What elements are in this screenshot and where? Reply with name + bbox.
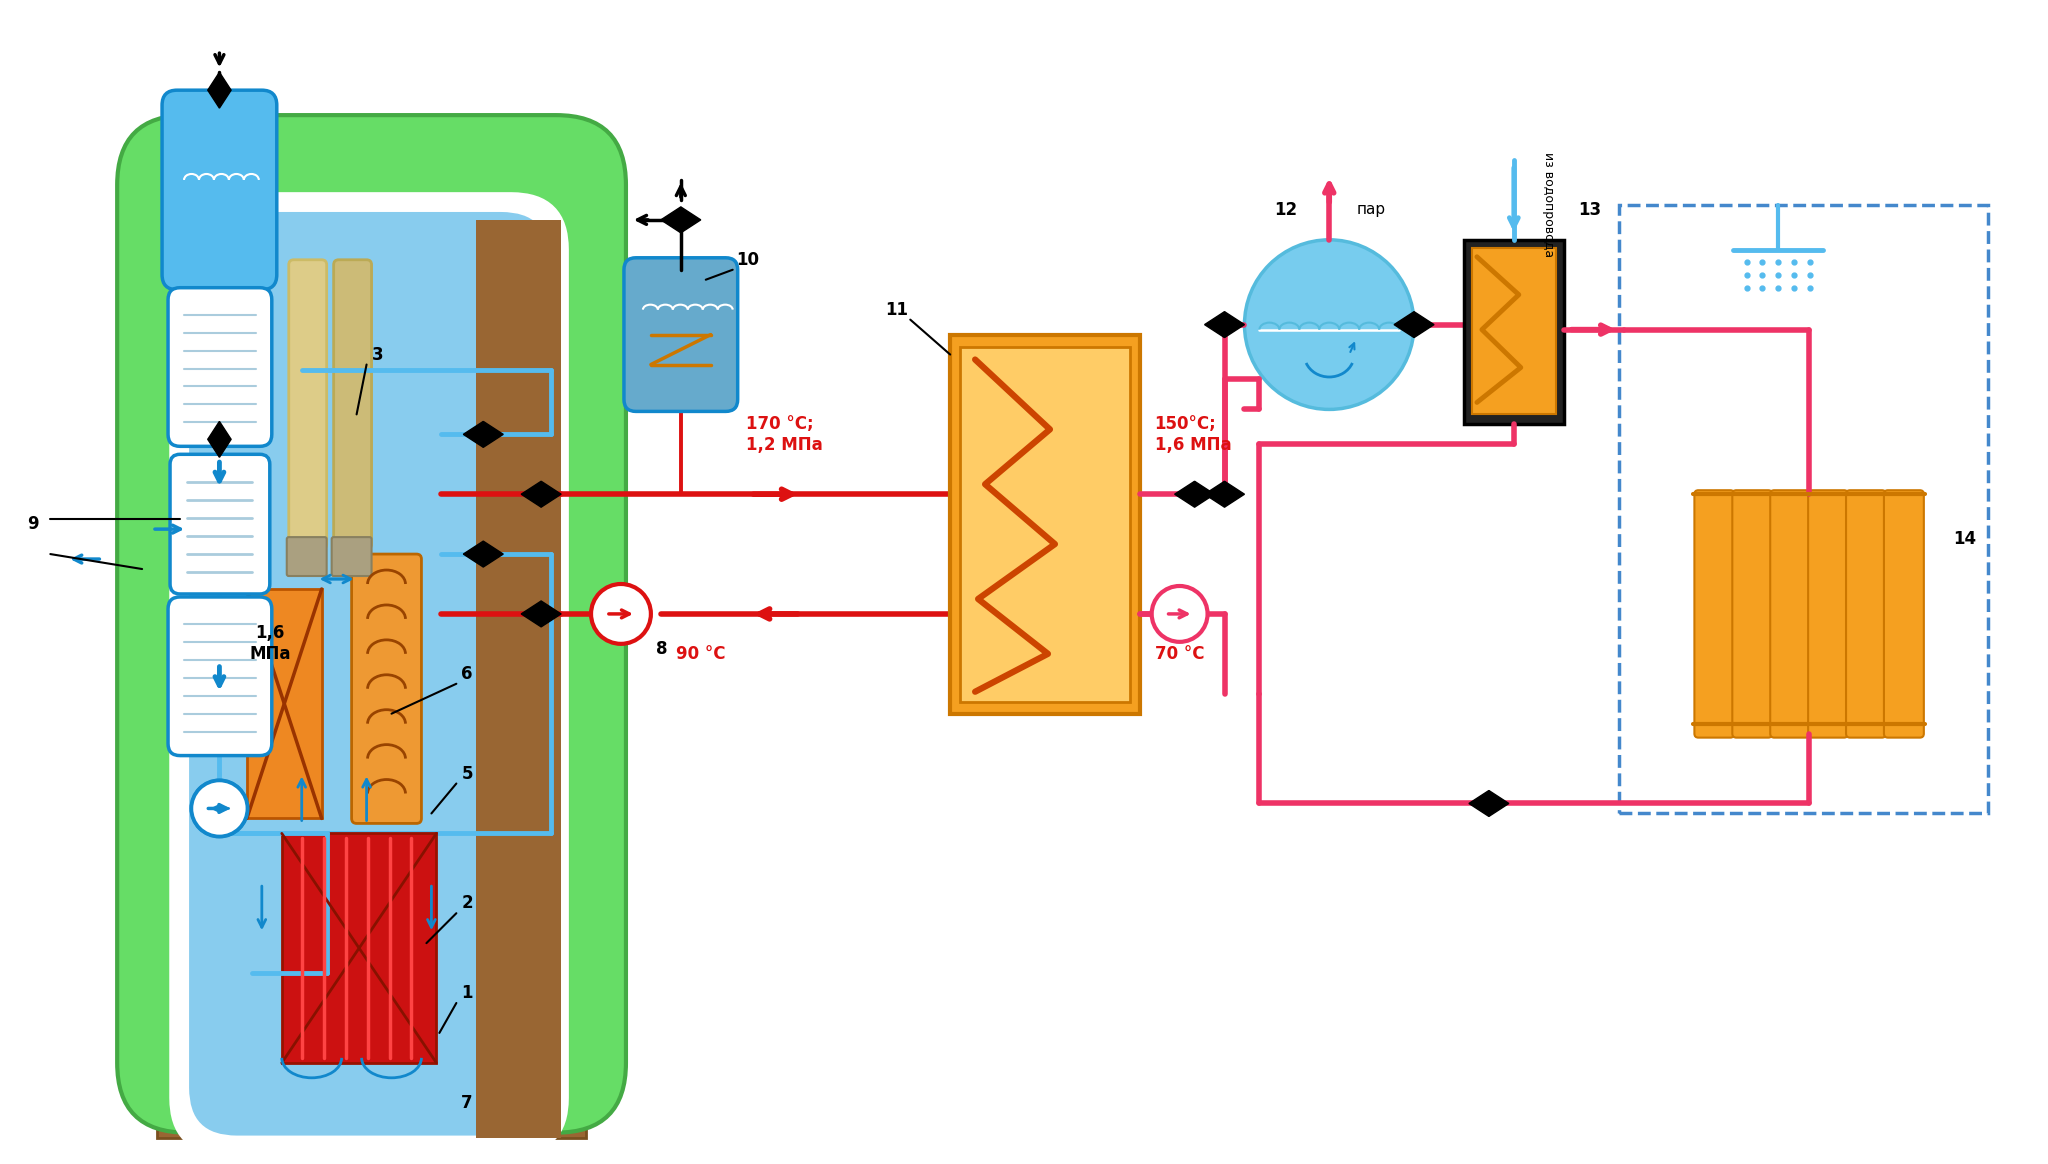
Polygon shape — [1413, 312, 1434, 338]
Circle shape — [1245, 240, 1413, 410]
Text: 1: 1 — [461, 984, 473, 1002]
Bar — [950, 334, 1141, 714]
FancyBboxPatch shape — [1808, 490, 1847, 738]
Polygon shape — [463, 421, 483, 447]
Text: 170 °C;
1,2 МПа: 170 °C; 1,2 МПа — [745, 414, 823, 454]
Polygon shape — [207, 421, 231, 439]
FancyBboxPatch shape — [186, 210, 551, 1137]
FancyBboxPatch shape — [168, 597, 272, 755]
Polygon shape — [1468, 790, 1489, 816]
Text: 150°C;
1,6 МПа: 150°C; 1,6 МПа — [1155, 414, 1231, 454]
Text: 9: 9 — [27, 516, 39, 533]
Text: из водопровода: из водопровода — [1542, 152, 1554, 257]
Polygon shape — [1194, 481, 1214, 508]
FancyBboxPatch shape — [289, 260, 328, 549]
Text: 13: 13 — [1579, 201, 1602, 219]
FancyBboxPatch shape — [1733, 490, 1772, 738]
Polygon shape — [1489, 790, 1509, 816]
FancyBboxPatch shape — [172, 194, 565, 1152]
Polygon shape — [207, 439, 231, 457]
Polygon shape — [207, 90, 231, 108]
Polygon shape — [483, 421, 504, 447]
Polygon shape — [1225, 481, 1245, 508]
Circle shape — [193, 781, 248, 837]
FancyBboxPatch shape — [170, 454, 270, 594]
Polygon shape — [662, 207, 680, 233]
Text: 3: 3 — [371, 346, 383, 363]
Polygon shape — [1225, 312, 1245, 338]
Text: 5: 5 — [461, 765, 473, 782]
Polygon shape — [520, 601, 541, 627]
Text: 6: 6 — [461, 665, 473, 683]
Circle shape — [193, 781, 248, 837]
Bar — [283, 833, 436, 1063]
FancyBboxPatch shape — [162, 90, 276, 290]
Polygon shape — [463, 541, 483, 567]
Bar — [1618, 205, 1989, 814]
Text: 8: 8 — [655, 640, 668, 658]
Polygon shape — [520, 481, 541, 508]
Polygon shape — [680, 207, 700, 233]
Text: 7: 7 — [461, 1094, 473, 1112]
Bar — [1464, 240, 1565, 425]
Polygon shape — [541, 601, 561, 627]
FancyBboxPatch shape — [352, 554, 422, 823]
FancyBboxPatch shape — [158, 220, 586, 1137]
Bar — [961, 347, 1130, 702]
Bar — [248, 589, 322, 818]
FancyBboxPatch shape — [117, 115, 627, 1133]
Polygon shape — [483, 541, 504, 567]
FancyBboxPatch shape — [1694, 490, 1735, 738]
Bar — [477, 220, 561, 1137]
Text: 12: 12 — [1274, 201, 1298, 219]
Text: 10: 10 — [735, 250, 758, 269]
FancyBboxPatch shape — [1884, 490, 1923, 738]
Text: 70 °C: 70 °C — [1155, 645, 1204, 662]
Text: 90 °C: 90 °C — [676, 645, 725, 662]
Text: 14: 14 — [1954, 530, 1976, 548]
FancyBboxPatch shape — [1769, 490, 1810, 738]
FancyBboxPatch shape — [168, 288, 272, 446]
FancyBboxPatch shape — [1845, 490, 1886, 738]
Polygon shape — [1395, 312, 1413, 338]
Polygon shape — [207, 72, 231, 90]
Text: 11: 11 — [885, 300, 909, 319]
Text: 1,6
МПа: 1,6 МПа — [250, 624, 291, 663]
Polygon shape — [1176, 481, 1194, 508]
Polygon shape — [541, 481, 561, 508]
FancyBboxPatch shape — [334, 260, 371, 549]
Text: пар: пар — [1356, 203, 1386, 218]
FancyBboxPatch shape — [332, 537, 371, 576]
FancyBboxPatch shape — [625, 257, 737, 411]
Text: 2: 2 — [461, 894, 473, 913]
Circle shape — [592, 584, 651, 644]
Polygon shape — [1204, 312, 1225, 338]
FancyBboxPatch shape — [287, 537, 328, 576]
Circle shape — [1151, 585, 1208, 641]
Bar — [1473, 248, 1556, 414]
Polygon shape — [1204, 481, 1225, 508]
